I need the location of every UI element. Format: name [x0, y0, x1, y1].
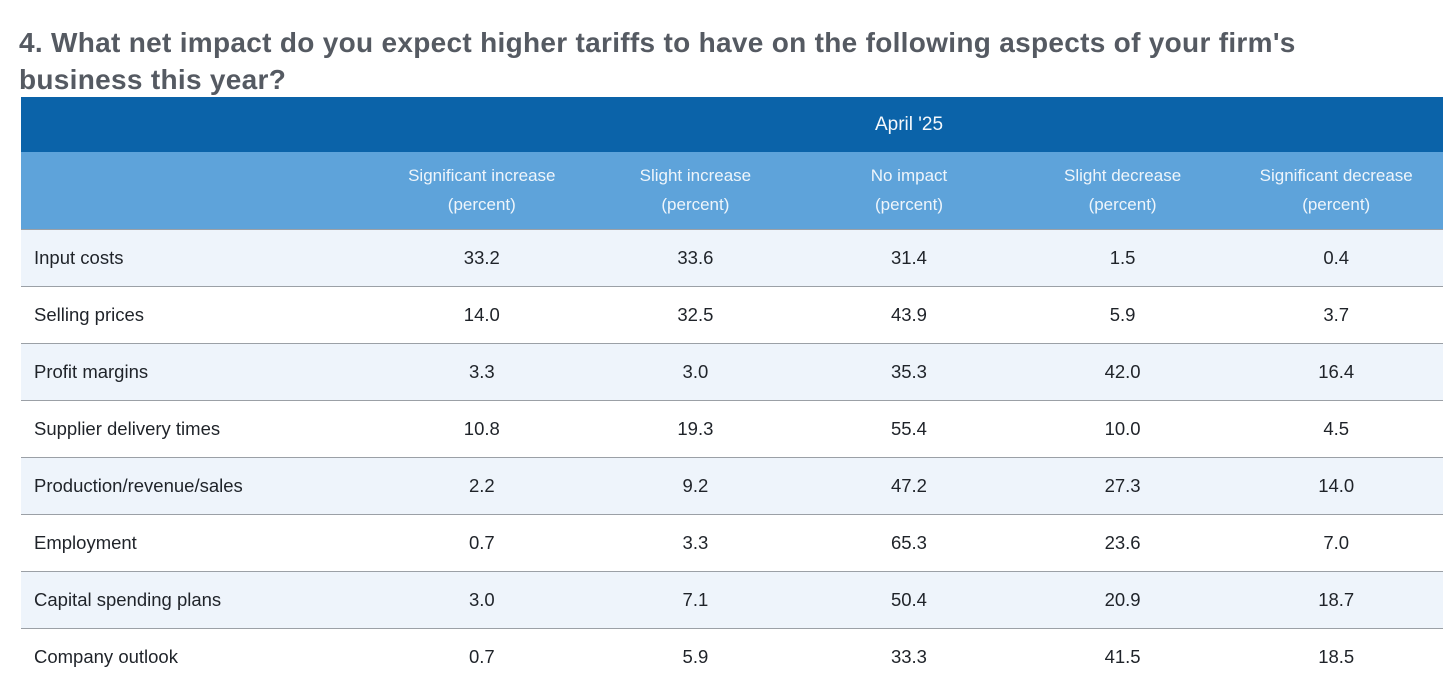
- column-header-label: Significant decrease: [1259, 166, 1413, 186]
- column-header-significant-increase: Significant increase (percent): [375, 152, 589, 230]
- column-header-slight-decrease: Slight decrease (percent): [1015, 152, 1230, 230]
- cell-value: 32.5: [588, 286, 803, 344]
- cell-value: 9.2: [588, 457, 803, 515]
- column-header-sublabel: (percent): [1302, 194, 1371, 214]
- row-label: Company outlook: [21, 628, 375, 682]
- table-header: April '25 Significant increase (percent)…: [21, 97, 1444, 230]
- row-label: Employment: [21, 514, 375, 572]
- table-row-supplier-delivery-times: Supplier delivery times 10.8 19.3 55.4 1…: [21, 400, 1444, 458]
- cell-value: 33.3: [802, 628, 1016, 682]
- cell-value: 3.0: [588, 343, 803, 401]
- cell-value: 0.4: [1229, 229, 1444, 287]
- column-header-label: Slight increase: [639, 166, 752, 186]
- cell-value: 42.0: [1015, 343, 1230, 401]
- column-header-label: Significant increase: [408, 166, 556, 186]
- table-row-company-outlook: Company outlook 0.7 5.9 33.3 41.5 18.5: [21, 628, 1444, 682]
- column-header-sublabel: (percent): [1088, 194, 1157, 214]
- cell-value: 14.0: [375, 286, 589, 344]
- column-header-sublabel: (percent): [661, 194, 730, 214]
- cell-value: 10.0: [1015, 400, 1230, 458]
- cell-value: 7.0: [1229, 514, 1444, 572]
- cell-value: 55.4: [802, 400, 1016, 458]
- period-header: April '25: [375, 97, 1444, 152]
- cell-value: 41.5: [1015, 628, 1230, 682]
- cell-value: 3.3: [375, 343, 589, 401]
- column-header-significant-decrease: Significant decrease (percent): [1229, 152, 1444, 230]
- row-label: Production/revenue/sales: [21, 457, 375, 515]
- column-header-row: Significant increase (percent) Slight in…: [21, 152, 1444, 230]
- period-header-row: April '25: [21, 97, 1444, 152]
- cell-value: 65.3: [802, 514, 1016, 572]
- cell-value: 5.9: [588, 628, 803, 682]
- cell-value: 35.3: [802, 343, 1016, 401]
- column-header-label: Slight decrease: [1063, 166, 1182, 186]
- cell-value: 16.4: [1229, 343, 1444, 401]
- question-title: 4. What net impact do you expect higher …: [19, 26, 1296, 95]
- cell-value: 7.1: [588, 571, 803, 629]
- row-label: Input costs: [21, 229, 375, 287]
- cell-value: 27.3: [1015, 457, 1230, 515]
- cell-value: 33.6: [588, 229, 803, 287]
- row-label: Profit margins: [21, 343, 375, 401]
- cell-value: 2.2: [375, 457, 589, 515]
- table-row-employment: Employment 0.7 3.3 65.3 23.6 7.0: [21, 514, 1444, 572]
- table-row-capital-spending-plans: Capital spending plans 3.0 7.1 50.4 20.9…: [21, 571, 1444, 629]
- column-header-label: No impact: [870, 166, 948, 186]
- cell-value: 10.8: [375, 400, 589, 458]
- cell-value: 18.5: [1229, 628, 1444, 682]
- row-label: Capital spending plans: [21, 571, 375, 629]
- cell-value: 23.6: [1015, 514, 1230, 572]
- cell-value: 18.7: [1229, 571, 1444, 629]
- cell-value: 43.9: [802, 286, 1016, 344]
- cell-value: 14.0: [1229, 457, 1444, 515]
- cell-value: 5.9: [1015, 286, 1230, 344]
- cell-value: 33.2: [375, 229, 589, 287]
- column-header-spacer: [21, 152, 375, 230]
- table-row-profit-margins: Profit margins 3.3 3.0 35.3 42.0 16.4: [21, 343, 1444, 401]
- cell-value: 19.3: [588, 400, 803, 458]
- cell-value: 0.7: [375, 514, 589, 572]
- column-header-sublabel: (percent): [447, 194, 516, 214]
- cell-value: 50.4: [802, 571, 1016, 629]
- table-body: Input costs 33.2 33.6 31.4 1.5 0.4 Selli…: [21, 229, 1444, 682]
- cell-value: 1.5: [1015, 229, 1230, 287]
- cell-value: 3.0: [375, 571, 589, 629]
- row-label: Supplier delivery times: [21, 400, 375, 458]
- period-header-spacer: [21, 97, 375, 152]
- cell-value: 4.5: [1229, 400, 1444, 458]
- row-label: Selling prices: [21, 286, 375, 344]
- cell-value: 0.7: [375, 628, 589, 682]
- cell-value: 3.7: [1229, 286, 1444, 344]
- column-header-sublabel: (percent): [874, 194, 943, 214]
- table-row-selling-prices: Selling prices 14.0 32.5 43.9 5.9 3.7: [21, 286, 1444, 344]
- cell-value: 3.3: [588, 514, 803, 572]
- table-row-production-revenue-sales: Production/revenue/sales 2.2 9.2 47.2 27…: [21, 457, 1444, 515]
- column-header-slight-increase: Slight increase (percent): [588, 152, 803, 230]
- cell-value: 20.9: [1015, 571, 1230, 629]
- cell-value: 31.4: [802, 229, 1016, 287]
- cell-value: 47.2: [802, 457, 1016, 515]
- table-row-input-costs: Input costs 33.2 33.6 31.4 1.5 0.4: [21, 229, 1444, 287]
- column-header-no-impact: No impact (percent): [802, 152, 1016, 230]
- tariff-impact-table: April '25 Significant increase (percent)…: [21, 97, 1444, 682]
